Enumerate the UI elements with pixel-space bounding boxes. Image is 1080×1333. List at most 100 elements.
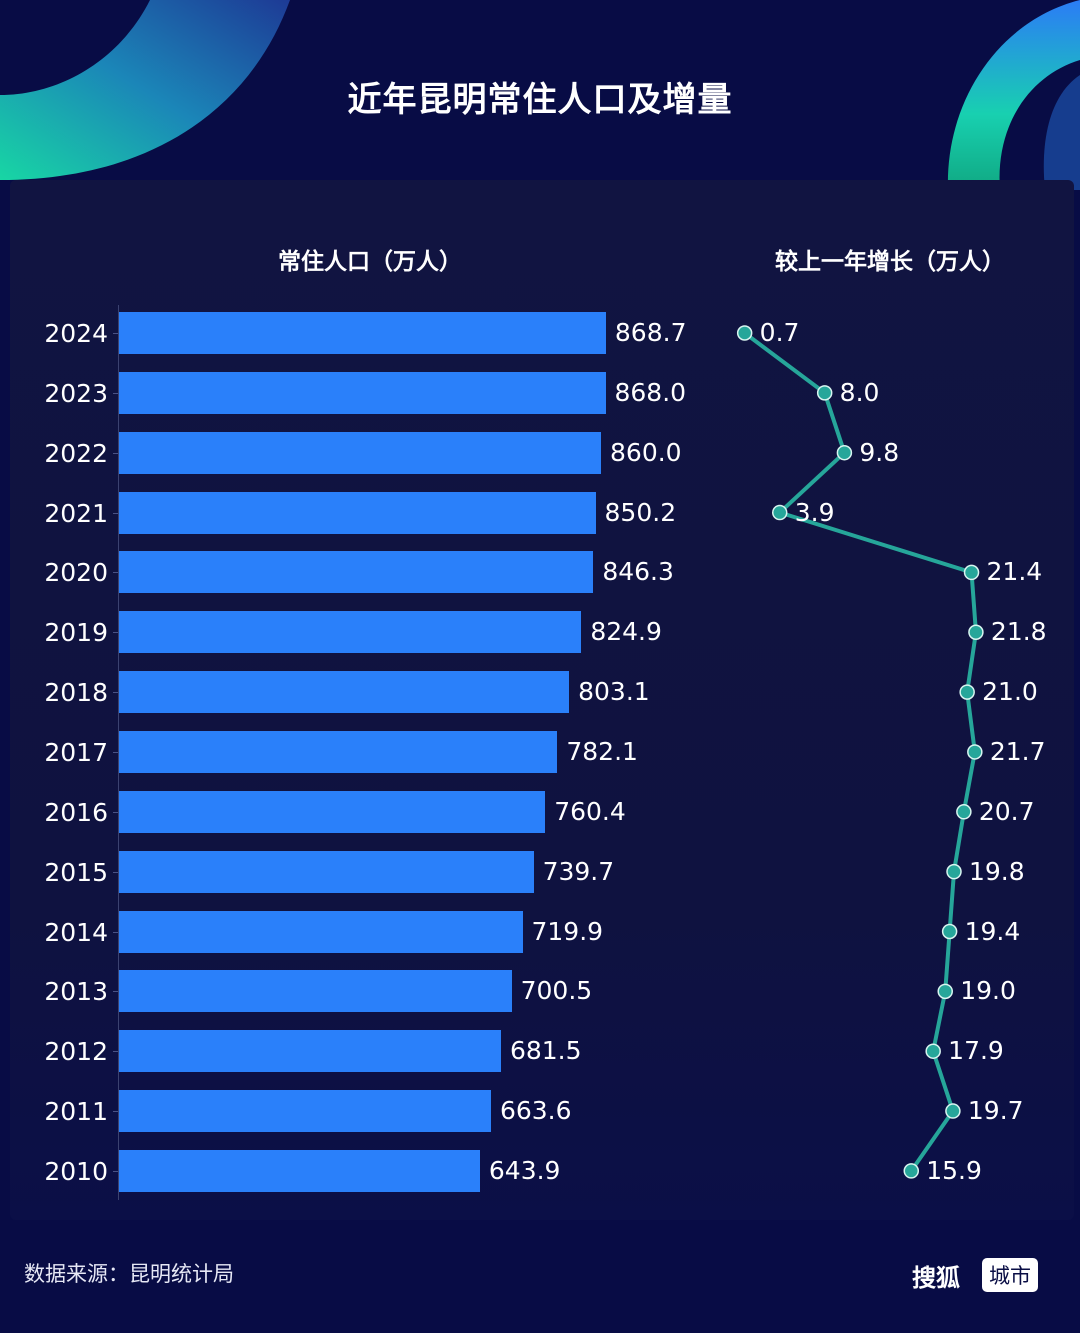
- table-row: 2019 824.9: [0, 602, 1080, 662]
- axis-tick: [113, 871, 118, 873]
- population-value: 700.5: [520, 976, 593, 1006]
- increase-value: 19.4: [964, 916, 1021, 946]
- increase-value: 21.7: [989, 736, 1046, 766]
- population-value: 860.0: [610, 437, 682, 467]
- year-label: 2017: [44, 737, 108, 767]
- population-value: 760.4: [554, 796, 626, 826]
- axis-tick: [113, 632, 118, 634]
- population-value: 739.7: [542, 856, 615, 886]
- axis-tick: [113, 991, 118, 993]
- population-header: 常住人口（万人）: [278, 249, 462, 275]
- table-row: 2024 868.7: [0, 303, 1080, 363]
- table-row: 2012 681.5: [0, 1021, 1080, 1081]
- year-label: 2018: [44, 678, 108, 708]
- data-point-marker: [963, 564, 980, 581]
- year-label: 2012: [44, 1037, 108, 1067]
- increase-value: 21.0: [982, 677, 1038, 707]
- data-point-marker: [946, 863, 962, 880]
- increase-value: 17.9: [948, 1036, 1004, 1066]
- year-label: 2011: [44, 1097, 108, 1127]
- city-badge: 城市: [982, 1258, 1038, 1292]
- population-bar: [119, 431, 602, 474]
- population-bar: [119, 671, 570, 714]
- population-bar: [119, 1090, 491, 1133]
- increase-value: 8.0: [839, 377, 880, 407]
- table-row: 2017 782.1: [0, 722, 1080, 782]
- table-row: 2022 860.0: [0, 423, 1080, 483]
- increase-header: 较上一年增长（万人）: [775, 249, 1005, 275]
- axis-tick: [113, 512, 118, 514]
- axis-tick: [113, 452, 118, 454]
- data-point-marker: [968, 624, 984, 640]
- data-point-marker: [959, 684, 975, 700]
- increase-value: 9.8: [859, 437, 900, 467]
- table-row: 2011 663.6: [0, 1081, 1080, 1141]
- year-label: 2015: [44, 857, 108, 887]
- axis-tick: [113, 333, 118, 334]
- data-point-marker: [941, 923, 958, 940]
- population-bar: [119, 790, 546, 833]
- increase-value: 20.7: [978, 796, 1035, 826]
- axis-tick: [113, 572, 118, 574]
- increase-value: 21.4: [986, 557, 1043, 587]
- year-label: 2020: [44, 558, 108, 588]
- data-point-marker: [736, 325, 753, 341]
- data-point-marker: [836, 444, 853, 461]
- axis-tick: [113, 1111, 118, 1113]
- year-label: 2016: [44, 797, 108, 827]
- population-value: 663.6: [499, 1096, 572, 1126]
- table-row: 2018 803.1: [0, 662, 1080, 722]
- population-value: 681.5: [509, 1036, 582, 1066]
- table-row: 2010 643.9: [0, 1141, 1080, 1201]
- population-value: 719.9: [531, 916, 604, 946]
- year-label: 2022: [44, 438, 108, 468]
- population-value: 782.1: [566, 736, 638, 766]
- axis-tick: [113, 811, 118, 813]
- page-title: 近年昆明常住人口及增量: [347, 80, 733, 120]
- year-label: 2013: [44, 977, 108, 1007]
- population-value: 803.1: [578, 677, 650, 707]
- population-bar: [119, 491, 596, 534]
- increase-value: 3.9: [794, 497, 835, 527]
- population-value: 850.2: [604, 497, 677, 527]
- population-bar: [119, 1149, 480, 1192]
- axis-tick: [113, 931, 118, 933]
- population-bar: [119, 551, 594, 594]
- increase-value: 19.8: [969, 856, 1025, 886]
- data-point-marker: [937, 983, 953, 1000]
- axis-tick: [113, 392, 118, 394]
- population-value: 846.3: [602, 557, 674, 587]
- year-label: 2023: [44, 378, 108, 408]
- table-row: 2013 700.5: [0, 961, 1080, 1021]
- axis-tick: [113, 751, 118, 753]
- increase-value: 15.9: [926, 1155, 982, 1185]
- table-row: 2014 719.9: [0, 902, 1080, 962]
- population-bar: [119, 910, 523, 953]
- increase-value: 0.7: [759, 318, 800, 347]
- table-row: 2023 868.0: [0, 363, 1080, 423]
- y-axis-line: [118, 305, 119, 1200]
- decorative-arcs: [0, 0, 1080, 190]
- table-row: 2020 846.3: [0, 542, 1080, 602]
- data-point-marker: [956, 804, 972, 820]
- data-point-marker: [945, 1103, 961, 1119]
- axis-tick: [113, 692, 118, 694]
- year-label: 2024: [44, 319, 108, 348]
- population-bar: [119, 371, 606, 414]
- increase-value: 19.0: [960, 976, 1016, 1006]
- population-value: 643.9: [488, 1155, 561, 1185]
- year-label: 2010: [44, 1156, 108, 1186]
- population-bar: [119, 850, 534, 893]
- data-point-marker: [925, 1043, 941, 1059]
- population-bar: [119, 1030, 501, 1073]
- data-point-marker: [967, 744, 983, 760]
- axis-tick: [113, 1170, 118, 1172]
- population-value: 868.0: [614, 377, 687, 407]
- increase-value: 21.8: [990, 617, 1047, 647]
- data-point-marker: [903, 1163, 920, 1179]
- table-row: 2016 760.4: [0, 782, 1080, 842]
- year-label: 2014: [44, 917, 108, 947]
- population-value: 824.9: [590, 617, 662, 647]
- increase-value: 19.7: [967, 1096, 1024, 1126]
